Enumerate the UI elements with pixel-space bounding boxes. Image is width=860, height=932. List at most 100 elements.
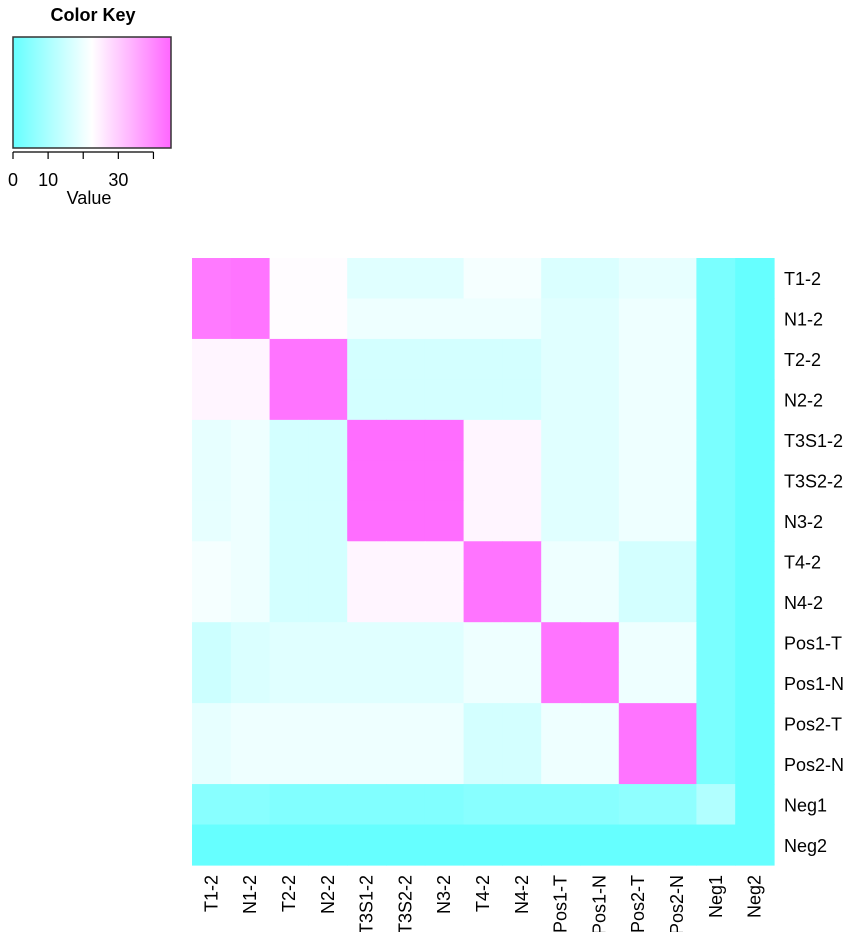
- column-label: T2-2: [279, 875, 299, 912]
- heatmap-cell: [735, 419, 775, 461]
- heatmap-cell: [541, 824, 581, 866]
- heatmap-cell: [657, 500, 697, 542]
- heatmap-cell: [424, 338, 465, 380]
- heatmap-cell: [541, 379, 581, 421]
- heatmap-cell: [696, 460, 736, 502]
- heatmap-cell: [463, 824, 503, 866]
- heatmap-cell: [269, 419, 309, 461]
- heatmap-cell: [463, 500, 503, 542]
- heatmap-cell: [269, 338, 309, 380]
- heatmap-cell: [618, 581, 659, 623]
- heatmap-cell: [347, 784, 387, 826]
- heatmap-cell: [463, 258, 503, 300]
- heatmap-cell: [424, 379, 465, 421]
- heatmap-cell: [230, 419, 271, 461]
- heatmap-cell: [269, 703, 309, 745]
- heatmap-cell: [580, 419, 620, 461]
- heatmap-cell: [696, 298, 736, 340]
- heatmap-cell: [192, 662, 232, 704]
- heatmap-cell: [618, 703, 659, 745]
- heatmap-cell: [192, 460, 232, 502]
- heatmap-cell: [618, 258, 659, 300]
- heatmap-cell: [618, 338, 659, 380]
- heatmap-cell: [230, 743, 271, 785]
- heatmap-cell: [230, 460, 271, 502]
- heatmap-cell: [347, 824, 387, 866]
- color-key-graphic: 0 10 30: [8, 36, 172, 190]
- heatmap-cell: [580, 581, 620, 623]
- heatmap-cell: [502, 338, 542, 380]
- column-label: N4-2: [512, 875, 532, 914]
- heatmap-cell: [347, 258, 387, 300]
- color-key-tick-label: 10: [38, 170, 58, 190]
- heatmap-cell: [580, 743, 620, 785]
- heatmap-cell: [463, 541, 503, 583]
- heatmap-cell: [386, 784, 426, 826]
- heatmap-cell: [580, 824, 620, 866]
- heatmap-cell: [696, 379, 736, 421]
- heatmap-cell: [502, 460, 542, 502]
- heatmap-cell: [696, 541, 736, 583]
- heatmap-cell: [386, 298, 426, 340]
- heatmap-cell: [386, 541, 426, 583]
- row-label: Pos2-N: [784, 755, 844, 775]
- heatmap-cell: [386, 419, 426, 461]
- heatmap-cell: [618, 419, 659, 461]
- heatmap-cell: [230, 662, 271, 704]
- heatmap-cell: [192, 622, 232, 664]
- heatmap-cell: [308, 500, 348, 542]
- heatmap-cell: [230, 298, 271, 340]
- heatmap-cell: [541, 743, 581, 785]
- heatmap-cell: [541, 298, 581, 340]
- color-key-tick-label: 30: [108, 170, 128, 190]
- heatmap-cell: [541, 622, 581, 664]
- heatmap-cell: [696, 258, 736, 300]
- column-label: T4-2: [473, 875, 493, 912]
- heatmap-cell: [230, 824, 271, 866]
- heatmap-cell: [502, 824, 542, 866]
- heatmap-cell: [618, 662, 659, 704]
- heatmap-cell: [580, 258, 620, 300]
- column-label: Neg1: [706, 875, 726, 918]
- heatmap-cell: [269, 258, 309, 300]
- heatmap-cell: [269, 500, 309, 542]
- heatmap-cell: [347, 622, 387, 664]
- heatmap-cell: [269, 581, 309, 623]
- heatmap-cell: [269, 662, 309, 704]
- heatmap-cell: [230, 541, 271, 583]
- heatmap-cell: [347, 500, 387, 542]
- heatmap-cell: [424, 460, 465, 502]
- heatmap-cell: [618, 460, 659, 502]
- heatmap-cell: [386, 824, 426, 866]
- heatmap-cell: [347, 662, 387, 704]
- heatmap-cell: [192, 338, 232, 380]
- heatmap-cell: [463, 743, 503, 785]
- heatmap-cell: [618, 298, 659, 340]
- heatmap-cell: [696, 784, 736, 826]
- heatmap-cell: [192, 824, 232, 866]
- heatmap-cell: [541, 784, 581, 826]
- column-label: Neg2: [745, 875, 765, 918]
- heatmap-cell: [580, 784, 620, 826]
- heatmap-cell: [541, 541, 581, 583]
- heatmap-cell: [386, 338, 426, 380]
- heatmap-cell: [424, 743, 465, 785]
- heatmap-cell: [424, 298, 465, 340]
- heatmap-cell: [308, 824, 348, 866]
- row-label: Neg1: [784, 795, 827, 815]
- heatmap-cell: [347, 419, 387, 461]
- heatmap-cell: [657, 784, 697, 826]
- heatmap-cell: [308, 662, 348, 704]
- heatmap-cell: [424, 258, 465, 300]
- heatmap-cell: [502, 622, 542, 664]
- heatmap-cell: [502, 500, 542, 542]
- heatmap-cell: [347, 743, 387, 785]
- heatmap-cell: [424, 824, 465, 866]
- heatmap-cell: [580, 379, 620, 421]
- column-label: T3S1-2: [357, 875, 377, 932]
- heatmap-cell: [424, 541, 465, 583]
- heatmap-cell: [618, 622, 659, 664]
- heatmap-cell: [386, 500, 426, 542]
- heatmap-cell: [347, 541, 387, 583]
